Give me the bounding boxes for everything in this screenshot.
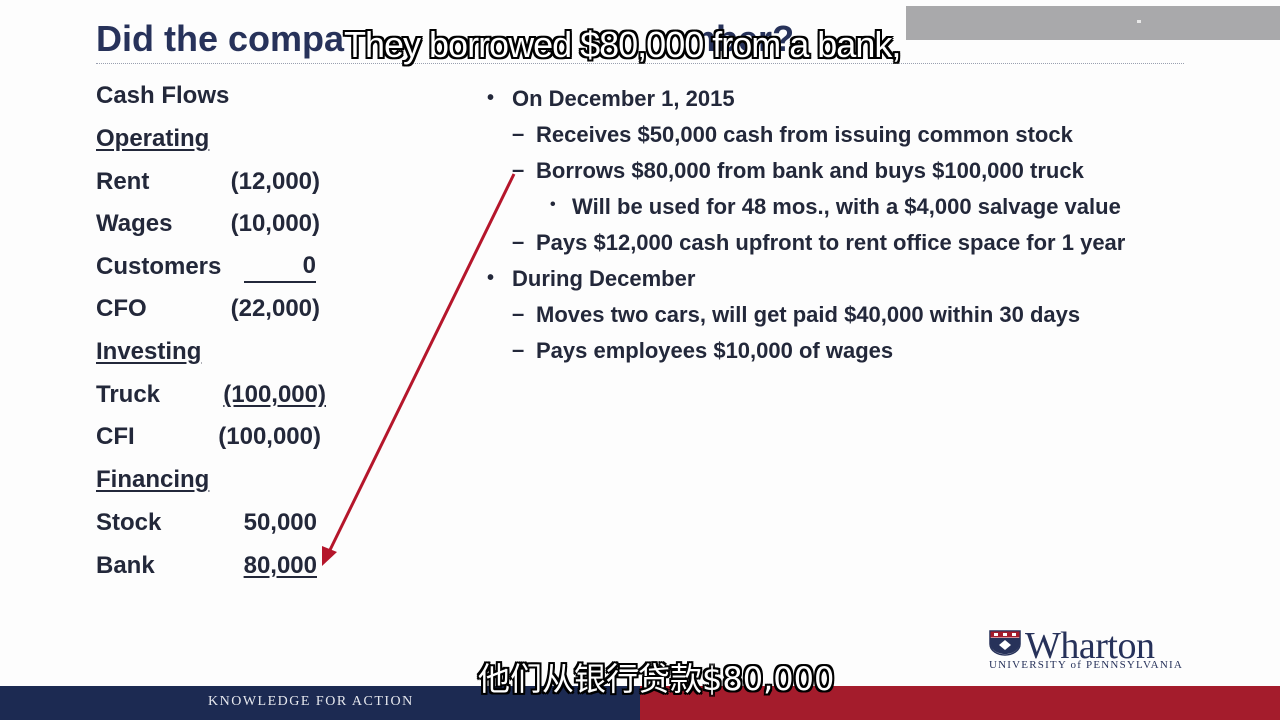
slide-title-right: mber?	[684, 18, 795, 59]
bullet-line: Moves two cars, will get paid $40,000 wi…	[536, 302, 1081, 327]
operating-heading: Operating	[96, 125, 210, 152]
footer-band-navy	[0, 686, 640, 720]
bullet-line: Pays $12,000 cash upfront to rent office…	[536, 230, 1126, 255]
footer-tagline: KNOWLEDGE FOR ACTION	[208, 694, 414, 709]
bullet-mark: –	[512, 121, 525, 146]
bullet-line: During December	[512, 266, 696, 291]
cfo-value: (22,000)	[230, 295, 320, 322]
wages-label: Wages	[96, 210, 173, 237]
video-overlay-box	[906, 6, 1280, 40]
rent-label: Rent	[96, 168, 150, 195]
slide-title: Did the compa mber?	[96, 18, 794, 60]
overlay-dot	[1137, 20, 1141, 23]
bank-value: 80,000	[243, 552, 317, 579]
stock-value: 50,000	[243, 509, 317, 536]
investing-heading: Investing	[96, 338, 202, 365]
bullet-line: Pays employees $10,000 of wages	[536, 338, 894, 363]
arrow-line	[327, 173, 516, 553]
bullet-mark: –	[512, 229, 525, 254]
bullet-mark: –	[512, 301, 525, 326]
customers-label: Customers	[96, 253, 222, 280]
logo-wordmark: Wharton	[1025, 625, 1155, 667]
footer-band-red	[640, 686, 1280, 720]
bullet-mark: –	[512, 337, 525, 362]
rent-value: (12,000)	[230, 168, 320, 195]
bullet-mark: •	[487, 267, 495, 289]
stock-label: Stock	[96, 509, 162, 536]
subtitle-chinese: 他们从银行贷款$80,000	[478, 660, 835, 698]
title-divider	[96, 63, 1184, 64]
bullet-mark: •	[487, 87, 495, 109]
financing-heading: Financing	[96, 466, 210, 493]
logo-university: UNIVERSITY of PENNSYLVANIA	[989, 659, 1183, 671]
truck-value: (100,000)	[223, 381, 326, 408]
truck-label: Truck	[96, 381, 161, 408]
bullet-line: On December 1, 2015	[512, 86, 735, 111]
cfi-value: (100,000)	[218, 423, 321, 450]
penn-shield-icon	[989, 630, 1021, 656]
bullet-line: Will be used for 48 mos., with a $4,000 …	[572, 194, 1121, 219]
wages-value: (10,000)	[230, 210, 320, 237]
slide-title-left: Did the compa	[96, 18, 345, 59]
customers-value: 0	[244, 253, 316, 283]
cfo-label: CFO	[96, 295, 147, 322]
cfi-label: CFI	[96, 423, 135, 450]
bullet-line: Receives $50,000 cash from issuing commo…	[536, 122, 1073, 147]
subtitle-english: They borrowed $80,000 from a bank,	[344, 24, 901, 65]
bullet-line: Borrows $80,000 from bank and buys $100,…	[536, 158, 1084, 183]
bank-label: Bank	[96, 552, 155, 579]
bullet-mark: •	[550, 196, 556, 213]
arrow-head	[322, 546, 337, 566]
cash-flows-heading: Cash Flows	[96, 82, 230, 109]
bullet-mark: –	[512, 157, 525, 182]
